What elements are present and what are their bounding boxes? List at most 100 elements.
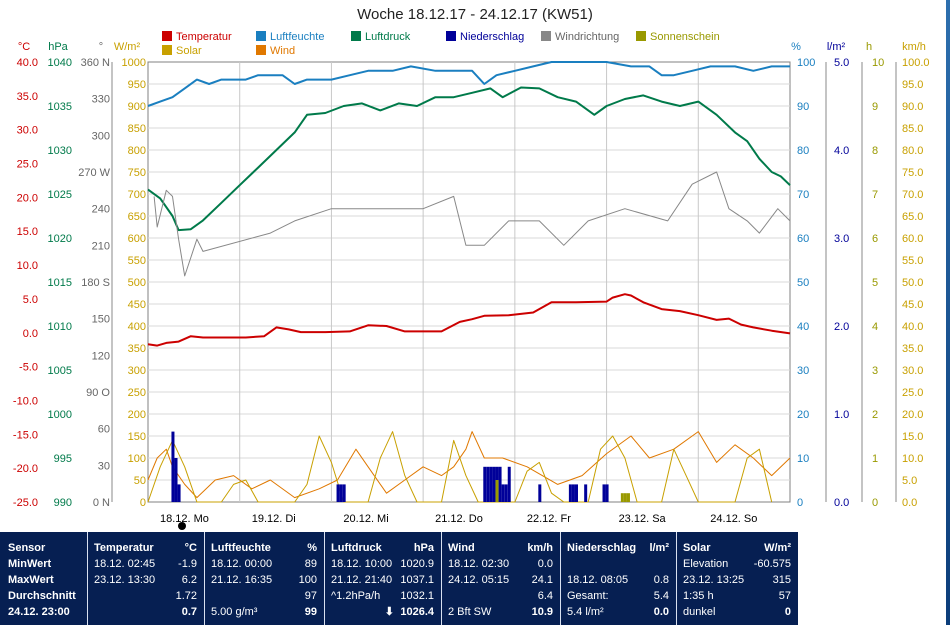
solar-axis-tick: 400 — [128, 321, 146, 333]
line-windrichtung — [153, 171, 791, 277]
solar-axis-tick: 300 — [128, 365, 146, 377]
line-luftfeuchte — [147, 61, 790, 107]
summary-label: 23.12. 13:25 — [683, 574, 745, 586]
summary-value: 0.0 — [653, 606, 669, 618]
sun-axis-tick: 2 — [872, 409, 878, 421]
summary-value: 97 — [304, 590, 317, 602]
summary-row: 21.12. 21:40 1037.1 — [325, 572, 442, 588]
hum-axis-unit: % — [791, 41, 801, 53]
summary-col-wind: Wind km/h 18.12. 02:30 0.0 24.12. 05:15 24.1 6… — [441, 532, 561, 625]
temp-axis-unit: °C — [18, 41, 30, 53]
summary-label: ^1.2hPa/h — [331, 590, 381, 602]
bar-niederschlag — [171, 431, 175, 502]
sun-axis-tick: 10 — [872, 57, 884, 69]
dir-axis-tick: 180 S — [81, 277, 110, 289]
summary-label: 18.12. 02:45 — [94, 558, 156, 570]
wind-axis-tick: 100.0 — [902, 57, 930, 69]
press-axis-tick: 990 — [54, 497, 72, 509]
summary-value: 99 — [304, 606, 317, 618]
dir-axis-tick: 120 — [92, 350, 110, 362]
summary-value: 1.72 — [175, 590, 197, 602]
summary-value: 100 — [298, 574, 317, 586]
summary-row: 0.7 — [88, 604, 205, 620]
summary-value: 0.7 — [181, 606, 197, 618]
hum-axis-tick: 10 — [797, 453, 809, 465]
wind-axis-tick: 20.0 — [902, 409, 923, 421]
hum-axis-tick: 100 — [797, 57, 815, 69]
temp-axis-tick: 0.0 — [23, 328, 38, 340]
dir-axis-tick: 330 — [92, 94, 110, 106]
summary-label: 23.12. 13:30 — [94, 574, 156, 586]
day-label: 20.12. Mi — [343, 513, 388, 525]
summary-row: 18.12. 08:05 0.8 — [561, 572, 677, 588]
dir-axis-tick: 210 — [92, 240, 110, 252]
summary-row: ^1.2hPa/h 1032.1 — [325, 588, 442, 604]
hum-axis-tick: 50 — [797, 277, 809, 289]
wind-axis-tick: 55.0 — [902, 255, 923, 267]
summary-value: 0.0 — [537, 558, 553, 570]
dir-axis-tick: 270 W — [78, 167, 110, 179]
day-label: 24.12. So — [710, 513, 757, 525]
dir-axis-unit: ° — [99, 41, 103, 53]
legend-label: Wind — [270, 45, 296, 57]
sun-axis-tick: 4 — [872, 321, 878, 333]
bar-sonnenschein — [626, 493, 630, 502]
dir-axis-tick: 360 N — [81, 57, 110, 69]
press-axis-tick: 1035 — [48, 101, 72, 113]
summary-value: 1020.9 — [400, 558, 434, 570]
legend-label: Luftfeuchte — [270, 31, 325, 43]
solar-axis-tick: 850 — [128, 123, 146, 135]
bar-niederschlag — [584, 484, 588, 502]
summary-label: 18.12. 08:05 — [567, 574, 629, 586]
day-label: 23.12. Sa — [619, 513, 667, 525]
pressure-trend-icon: ⬇ — [384, 606, 394, 618]
temp-axis-tick: 20.0 — [17, 192, 38, 204]
solar-axis-tick: 800 — [128, 145, 146, 157]
bar-niederschlag — [568, 484, 572, 502]
temp-axis-tick: 35.0 — [17, 91, 38, 103]
sensor-minwert: MinWert — [8, 558, 52, 570]
rain-axis-tick: 4.0 — [834, 145, 849, 157]
summary-value: 89 — [304, 558, 317, 570]
legend-label: Luftdruck — [365, 31, 411, 43]
summary-value: 5.4 — [653, 590, 669, 602]
summary-row: 18.12. 00:00 89 — [205, 556, 325, 572]
rain-axis-tick: 3.0 — [834, 233, 849, 245]
bar-niederschlag — [507, 466, 511, 502]
hum-axis-tick: 80 — [797, 145, 809, 157]
summary-value: 0.8 — [653, 574, 669, 586]
bar-sonnenschein — [620, 493, 624, 502]
legend-item: Luftfeuchte — [256, 31, 324, 43]
legend-item: Temperatur — [162, 31, 232, 43]
bar-niederschlag — [483, 466, 487, 502]
temp-axis-tick: -25.0 — [13, 497, 38, 509]
bar-niederschlag — [571, 484, 575, 502]
summary-header-label: Niederschlag — [567, 542, 637, 554]
solar-axis-tick: 550 — [128, 255, 146, 267]
summary-row: 18.12. 02:30 0.0 — [442, 556, 561, 572]
sun-axis-unit: h — [866, 41, 872, 53]
sensor-durchschnitt: Durchschnitt — [8, 590, 76, 602]
solar-axis-tick: 900 — [128, 101, 146, 113]
summary-row: Gesamt: 5.4 — [561, 588, 677, 604]
dir-axis-tick: 240 — [92, 204, 110, 216]
summary-col-press: Luftdruck hPa 18.12. 10:00 1020.9 21.12. 21:… — [324, 532, 442, 625]
sensor-header: Sensor — [8, 542, 46, 554]
temp-axis-tick: 30.0 — [17, 125, 38, 137]
summary-label: 18.12. 02:30 — [448, 558, 510, 570]
summary-header: Wind km/h — [442, 540, 561, 556]
sun-axis-tick: 7 — [872, 189, 878, 201]
sun-axis-tick: 9 — [872, 101, 878, 113]
summary-row: 6.4 — [442, 588, 561, 604]
wind-axis-unit: km/h — [902, 41, 926, 53]
summary-value: -60.575 — [753, 558, 791, 570]
summary-header: Temperatur °C — [88, 540, 205, 556]
legend-swatch — [351, 31, 361, 41]
sun-axis-tick: 8 — [872, 145, 878, 157]
summary-value: 57 — [778, 590, 791, 602]
wind-axis-tick: 70.0 — [902, 189, 923, 201]
window-edge — [946, 0, 950, 625]
summary-label: dunkel — [683, 606, 716, 618]
wind-axis-tick: 40.0 — [902, 321, 923, 333]
wind-axis-tick: 35.0 — [902, 343, 923, 355]
